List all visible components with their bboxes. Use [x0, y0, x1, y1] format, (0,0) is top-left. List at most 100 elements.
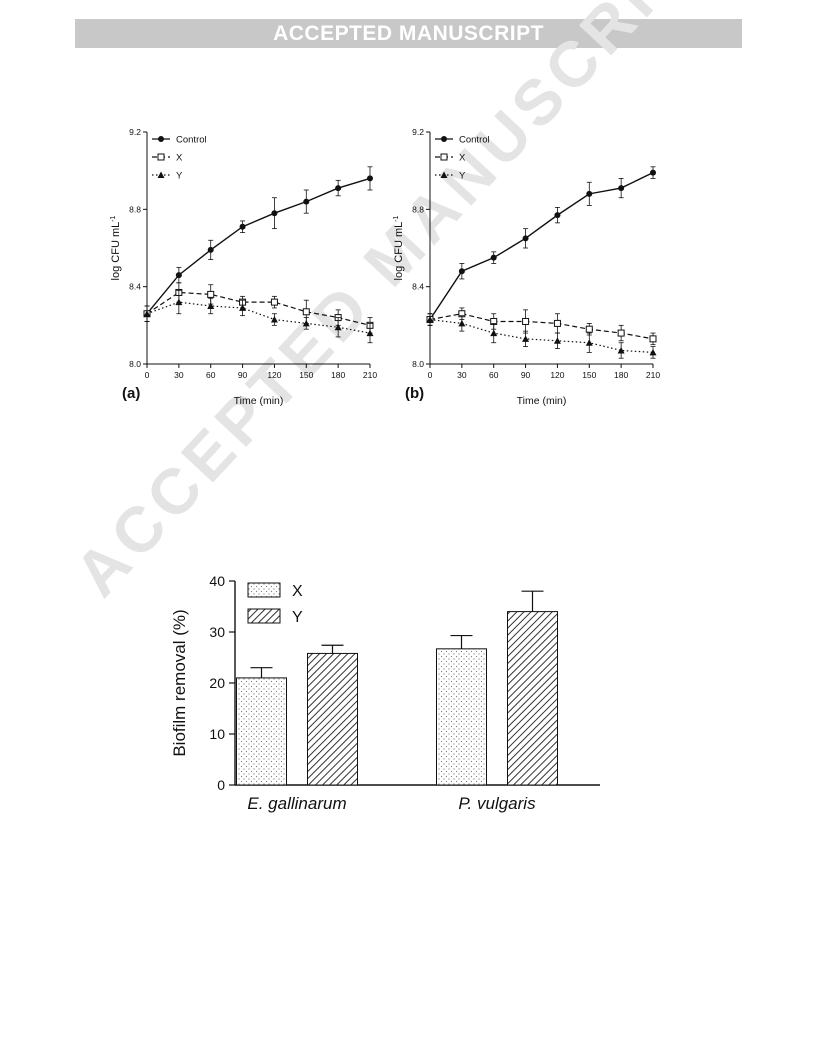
line-chart-b: 8.0 8.4 8.8 9.2 0 30 60 90 120 150 180 210 Time (min…: [393, 127, 660, 407]
panel-label: (b): [405, 385, 424, 402]
accepted-manuscript-banner: ACCEPTED MANUSCRIPT: [75, 19, 742, 48]
legend-label: Y: [176, 171, 183, 182]
y-tick-label: 9.2: [412, 127, 424, 137]
data-point: [143, 310, 151, 317]
legend-label: Control: [176, 135, 207, 146]
bars-x: [236, 634, 487, 786]
category-label: P. vulgaris: [458, 794, 536, 813]
legend-swatch: [247, 582, 281, 598]
data-point: [649, 335, 657, 343]
bar: [307, 652, 358, 786]
x-tick-label: 180: [614, 370, 628, 380]
x-tick-label: 90: [521, 370, 531, 380]
y-axis-label: log CFU mL-1: [393, 215, 405, 280]
data-point: [207, 246, 214, 253]
legend-marker: [158, 136, 164, 142]
data-point: [585, 339, 593, 346]
bar: [436, 648, 487, 786]
data-point: [239, 304, 247, 311]
data-point: [334, 323, 342, 331]
data-point: [617, 329, 625, 337]
y-tick-label: 8.8: [129, 204, 141, 214]
x-axis-label: Time (min): [234, 395, 284, 407]
x-tick-label: 120: [550, 370, 564, 380]
bars-y: [307, 590, 558, 786]
data-point: [335, 185, 342, 192]
x-tick-label: 150: [582, 370, 596, 380]
data-point: [553, 319, 561, 327]
x-tick-label: 210: [363, 370, 377, 380]
x-tick-label: 120: [267, 370, 281, 380]
legend-marker: [157, 171, 165, 178]
data-point: [522, 317, 530, 325]
data-point: [207, 302, 215, 309]
data-point: [366, 329, 374, 337]
bar: [236, 677, 287, 786]
data-point: [367, 175, 373, 182]
data-point: [618, 185, 625, 192]
y-tick-label: 8.4: [412, 282, 424, 292]
series-y: [426, 313, 657, 359]
data-point: [239, 223, 246, 230]
bar-chart-biofilm: 0 10 20 30 40 Biofilm removal (%) E. gallinaru…: [170, 573, 600, 813]
line-control: [146, 177, 371, 315]
legend-label: Control: [459, 135, 490, 146]
legend-label: Y: [459, 171, 466, 182]
y-tick-label: 8.0: [129, 359, 141, 369]
x-tick-label: 30: [174, 370, 184, 380]
legend-label: X: [459, 153, 466, 164]
data-point: [458, 268, 465, 275]
data-point: [585, 325, 593, 333]
y-tick-label: 8.4: [129, 282, 141, 292]
x-tick-label: 60: [489, 370, 499, 380]
data-point: [554, 212, 561, 219]
series-y: [143, 290, 374, 344]
y-tick-label: 8.8: [412, 204, 424, 214]
data-point: [458, 319, 466, 327]
x-tick-label: 150: [299, 370, 313, 380]
data-point: [270, 316, 278, 323]
data-point: [271, 210, 278, 217]
data-point: [490, 254, 497, 261]
x-tick-label: 210: [646, 370, 660, 380]
legend-label: X: [176, 153, 183, 164]
y-tick-label: 40: [209, 573, 225, 589]
category-label: E. gallinarum: [247, 794, 346, 813]
y-tick-label: 10: [209, 726, 225, 742]
data-point: [553, 337, 561, 344]
panel-label: (a): [122, 385, 140, 402]
x-tick-label: 0: [145, 370, 150, 380]
y-tick-label: 0: [217, 777, 225, 793]
y-axis-label: Biofilm removal (%): [170, 609, 189, 756]
x-axis-label: Time (min): [517, 395, 567, 407]
x-tick-label: 0: [428, 370, 433, 380]
legend-marker: [440, 153, 448, 161]
y-tick-label: 20: [209, 675, 225, 691]
data-point: [175, 298, 183, 306]
data-point: [617, 346, 625, 354]
data-point: [426, 316, 434, 323]
data-point: [207, 290, 215, 298]
legend-label: X: [292, 583, 303, 600]
y-tick-label: 9.2: [129, 127, 141, 137]
data-point: [586, 190, 593, 197]
series-control: [144, 166, 373, 322]
data-point: [522, 235, 529, 242]
legend-label: Y: [292, 609, 303, 626]
line-control: [429, 171, 654, 320]
data-point: [302, 308, 310, 316]
data-point: [175, 272, 182, 279]
x-tick-label: 60: [206, 370, 216, 380]
legend-marker: [440, 171, 448, 178]
y-axis-label: log CFU mL-1: [110, 215, 122, 280]
x-tick-label: 180: [331, 370, 345, 380]
x-tick-label: 30: [457, 370, 467, 380]
legend-marker: [441, 136, 447, 142]
data-point: [522, 335, 530, 342]
data-point: [303, 198, 310, 205]
line-x: [146, 291, 371, 326]
y-tick-label: 8.0: [412, 359, 424, 369]
data-point: [650, 169, 656, 176]
line-x: [429, 313, 654, 340]
x-tick-label: 90: [238, 370, 248, 380]
